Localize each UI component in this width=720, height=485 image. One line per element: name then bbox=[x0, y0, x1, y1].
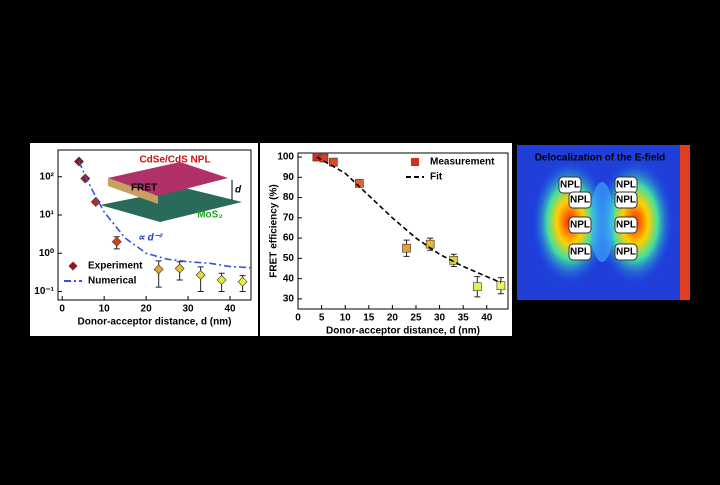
x-tick-label: 20 bbox=[141, 304, 153, 315]
y-tick-label: 10² bbox=[40, 171, 55, 182]
y-tick-label: 40 bbox=[283, 273, 295, 284]
legend-swatch bbox=[68, 261, 78, 271]
x-tick-label: 40 bbox=[481, 313, 493, 324]
marker bbox=[329, 157, 338, 167]
x-tick-label: 35 bbox=[458, 313, 470, 324]
plot-frame bbox=[57, 149, 252, 301]
npl-box bbox=[614, 216, 638, 234]
npl-label: NPL bbox=[616, 247, 636, 258]
legend-label: Numerical bbox=[88, 276, 137, 287]
panel-b bbox=[260, 143, 512, 336]
heatmap bbox=[517, 145, 690, 300]
y-tick-label: 80 bbox=[283, 192, 295, 203]
y-tick-label: 50 bbox=[283, 253, 295, 264]
npl-label: NPL bbox=[570, 220, 590, 231]
mos2-layer bbox=[100, 188, 242, 222]
legend-label: Fit bbox=[430, 172, 443, 183]
annotation: d bbox=[235, 185, 242, 196]
schematic bbox=[100, 162, 242, 222]
x-tick-label: 25 bbox=[410, 313, 422, 324]
marker bbox=[90, 196, 101, 207]
marker bbox=[153, 264, 164, 275]
marker bbox=[111, 236, 122, 247]
y-tick-label: 10⁰ bbox=[39, 248, 54, 259]
npl-box bbox=[568, 243, 592, 261]
y-tick-label: 30 bbox=[283, 294, 295, 305]
legend-swatch bbox=[411, 158, 419, 166]
x-axis-label: Donor-acceptor distance, d (nm) bbox=[78, 317, 232, 328]
annotation: ∝ d⁻² bbox=[138, 233, 163, 244]
npl-side bbox=[108, 178, 158, 204]
y-axis-label: FRET efficiency (%) bbox=[269, 184, 280, 277]
legend-label: Measurement bbox=[430, 157, 495, 168]
line bbox=[78, 161, 252, 269]
x-tick-label: 30 bbox=[434, 313, 446, 324]
x-tick-label: 15 bbox=[363, 313, 375, 324]
heatmap-title: Delocalization of the E-field bbox=[535, 153, 666, 164]
npl-label: NPL bbox=[616, 180, 636, 191]
x-tick-label: 30 bbox=[183, 304, 195, 315]
y-tick-label: 70 bbox=[283, 212, 295, 223]
y-tick-label: 90 bbox=[283, 172, 295, 183]
npl-box bbox=[568, 191, 592, 209]
npl-box bbox=[568, 216, 592, 234]
marker bbox=[216, 275, 227, 285]
x-tick-label: 10 bbox=[99, 304, 111, 315]
marker bbox=[237, 276, 248, 287]
npl-box bbox=[614, 243, 638, 261]
marker bbox=[473, 282, 482, 292]
plot-frame bbox=[297, 152, 509, 310]
npl-box bbox=[614, 191, 638, 209]
npl-slab bbox=[108, 162, 228, 196]
x-tick-label: 20 bbox=[387, 313, 399, 324]
npl-label: NPL bbox=[616, 195, 636, 206]
npl-label: NPL bbox=[570, 247, 590, 258]
npl-label: NPL bbox=[560, 180, 580, 191]
npl-label: NPL bbox=[570, 195, 590, 206]
x-tick-label: 0 bbox=[59, 304, 65, 315]
x-tick-label: 40 bbox=[224, 304, 236, 315]
annotation: FRET bbox=[131, 183, 157, 194]
npl-label: NPL bbox=[616, 220, 636, 231]
x-tick-label: 10 bbox=[340, 313, 352, 324]
legend-label: Experiment bbox=[88, 261, 143, 272]
x-tick-label: 0 bbox=[295, 313, 301, 324]
x-axis-label: Donor-acceptor distance, d (nm) bbox=[326, 326, 480, 337]
y-tick-label: 10⁻¹ bbox=[34, 286, 54, 297]
x-tick-label: 5 bbox=[319, 313, 325, 324]
marker bbox=[402, 243, 411, 253]
marker bbox=[496, 281, 506, 291]
y-tick-label: 10¹ bbox=[40, 210, 55, 221]
y-tick-label: 100 bbox=[277, 152, 294, 163]
marker bbox=[195, 270, 206, 280]
marker bbox=[174, 263, 185, 274]
y-tick-label: 60 bbox=[283, 233, 295, 244]
annotation: MoS₂ bbox=[197, 210, 223, 221]
line bbox=[316, 156, 502, 284]
annotation: CdSe/CdS NPL bbox=[139, 155, 210, 166]
